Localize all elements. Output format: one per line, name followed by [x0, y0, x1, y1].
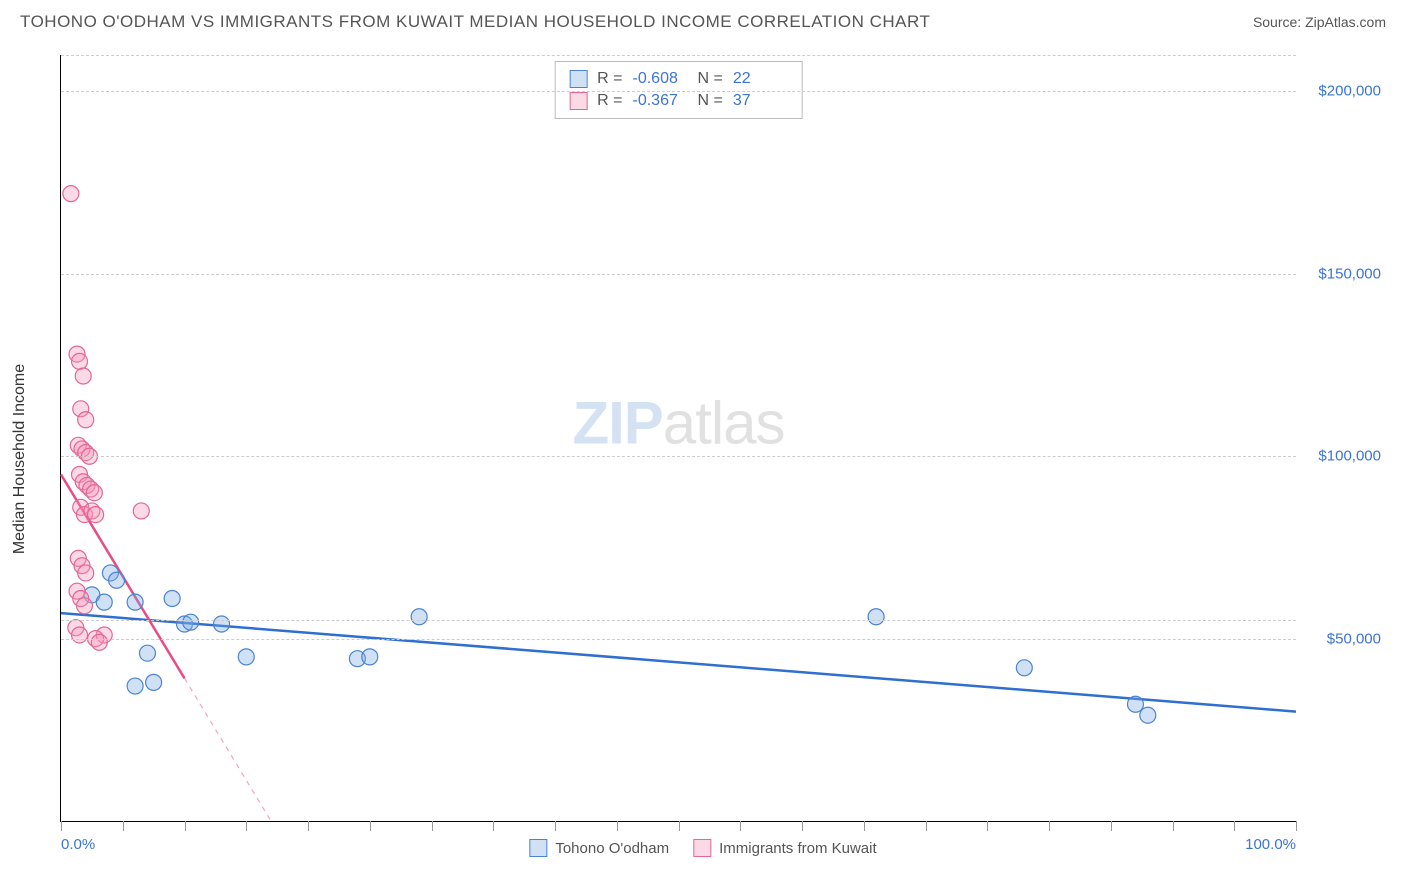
- scatter-point: [127, 594, 143, 610]
- scatter-point: [146, 674, 162, 690]
- gridline: [61, 91, 1296, 92]
- scatter-point: [411, 609, 427, 625]
- scatter-point: [91, 634, 107, 650]
- x-tick: [370, 821, 371, 831]
- legend: Tohono O'odham Immigrants from Kuwait: [529, 839, 876, 857]
- source-attribution: Source: ZipAtlas.com: [1253, 14, 1386, 30]
- plot-area: ZIPatlas R = -0.608 N = 22 R = -0.367 N …: [60, 55, 1296, 822]
- y-tick-label: $150,000: [1301, 265, 1381, 282]
- scatter-point: [183, 614, 199, 630]
- x-tick: [926, 821, 927, 831]
- scatter-point: [109, 572, 125, 588]
- scatter-point: [127, 678, 143, 694]
- scatter-point: [164, 590, 180, 606]
- source-link[interactable]: ZipAtlas.com: [1305, 14, 1386, 30]
- legend-label-1: Tohono O'odham: [555, 840, 669, 857]
- scatter-point: [76, 598, 92, 614]
- y-axis-label: Median Household Income: [11, 363, 29, 553]
- x-tick: [987, 821, 988, 831]
- x-tick: [493, 821, 494, 831]
- gridline: [61, 456, 1296, 457]
- scatter-point: [214, 616, 230, 632]
- legend-swatch-2: [693, 839, 711, 857]
- gridline-top: [61, 55, 1296, 56]
- trend-line-dashed: [185, 678, 271, 821]
- chart-container: Median Household Income ZIPatlas R = -0.…: [20, 45, 1386, 872]
- scatter-point: [362, 649, 378, 665]
- x-tick: [61, 821, 62, 831]
- x-tick: [1049, 821, 1050, 831]
- y-tick-label: $50,000: [1301, 630, 1381, 647]
- x-tick: [1111, 821, 1112, 831]
- scatter-svg: [61, 55, 1296, 821]
- x-tick: [740, 821, 741, 831]
- x-tick: [802, 821, 803, 831]
- gridline: [61, 274, 1296, 275]
- x-tick: [432, 821, 433, 831]
- x-tick: [185, 821, 186, 831]
- x-tick: [1234, 821, 1235, 831]
- x-tick: [1296, 821, 1297, 831]
- gridline-extra: [61, 620, 1296, 621]
- x-tick-label: 100.0%: [1245, 836, 1296, 853]
- scatter-point: [1127, 696, 1143, 712]
- source-prefix: Source:: [1253, 14, 1305, 30]
- x-tick: [864, 821, 865, 831]
- scatter-point: [78, 412, 94, 428]
- x-tick: [308, 821, 309, 831]
- chart-title: TOHONO O'ODHAM VS IMMIGRANTS FROM KUWAIT…: [20, 12, 930, 32]
- scatter-point: [72, 353, 88, 369]
- scatter-point: [868, 609, 884, 625]
- scatter-point: [86, 485, 102, 501]
- scatter-point: [1140, 707, 1156, 723]
- x-tick: [246, 821, 247, 831]
- legend-swatch-1: [529, 839, 547, 857]
- scatter-point: [88, 507, 104, 523]
- scatter-point: [72, 627, 88, 643]
- scatter-point: [78, 565, 94, 581]
- legend-item-2: Immigrants from Kuwait: [693, 839, 877, 857]
- legend-label-2: Immigrants from Kuwait: [719, 840, 877, 857]
- legend-item-1: Tohono O'odham: [529, 839, 669, 857]
- x-tick-label: 0.0%: [61, 836, 95, 853]
- gridline: [61, 639, 1296, 640]
- x-tick: [1173, 821, 1174, 831]
- x-tick: [123, 821, 124, 831]
- x-tick: [679, 821, 680, 831]
- x-tick: [617, 821, 618, 831]
- chart-header: TOHONO O'ODHAM VS IMMIGRANTS FROM KUWAIT…: [0, 0, 1406, 40]
- x-tick: [555, 821, 556, 831]
- scatter-point: [96, 594, 112, 610]
- scatter-point: [75, 368, 91, 384]
- scatter-point: [1016, 660, 1032, 676]
- y-tick-label: $200,000: [1301, 83, 1381, 100]
- y-tick-label: $100,000: [1301, 448, 1381, 465]
- scatter-point: [63, 186, 79, 202]
- scatter-point: [133, 503, 149, 519]
- scatter-point: [238, 649, 254, 665]
- scatter-point: [139, 645, 155, 661]
